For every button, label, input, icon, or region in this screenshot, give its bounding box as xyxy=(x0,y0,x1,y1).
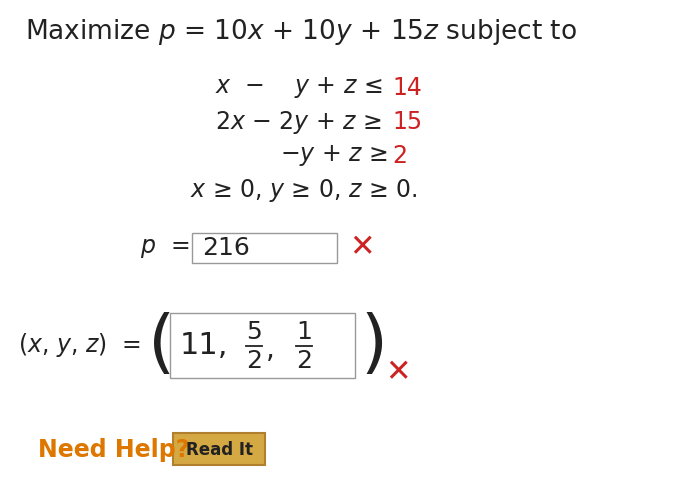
Text: 15: 15 xyxy=(392,110,422,134)
Text: (: ( xyxy=(148,312,175,379)
Text: $x$  −    $y$ + $z$ ≤: $x$ − $y$ + $z$ ≤ xyxy=(215,75,382,100)
Text: 2: 2 xyxy=(246,349,262,373)
Text: Read It: Read It xyxy=(186,441,252,459)
Text: ✕: ✕ xyxy=(349,233,375,263)
Text: 14: 14 xyxy=(392,76,422,100)
Text: −$y$ + $z$ ≥: −$y$ + $z$ ≥ xyxy=(280,144,388,168)
Text: 11,: 11, xyxy=(180,331,228,360)
Text: 2: 2 xyxy=(296,349,312,373)
Text: $x$ ≥ 0, $y$ ≥ 0, $z$ ≥ 0.: $x$ ≥ 0, $y$ ≥ 0, $z$ ≥ 0. xyxy=(190,177,418,204)
FancyBboxPatch shape xyxy=(173,433,265,465)
Text: 2: 2 xyxy=(392,144,407,168)
Text: 216: 216 xyxy=(202,236,250,260)
Text: ): ) xyxy=(360,312,387,379)
Text: $2x$ − $2y$ + $z$ ≥: $2x$ − $2y$ + $z$ ≥ xyxy=(215,108,382,135)
Text: ✕: ✕ xyxy=(385,359,411,387)
Text: 5: 5 xyxy=(246,320,262,344)
Text: ,: , xyxy=(266,336,275,364)
FancyBboxPatch shape xyxy=(170,313,355,378)
FancyBboxPatch shape xyxy=(192,233,337,263)
Text: 1: 1 xyxy=(296,320,312,344)
Text: Need Help?: Need Help? xyxy=(38,438,189,462)
Text: ($x$, $y$, $z$)  =: ($x$, $y$, $z$) = xyxy=(18,331,141,359)
Text: Maximize $p$ = 10$x$ + 10$y$ + 15$z$ subject to: Maximize $p$ = 10$x$ + 10$y$ + 15$z$ sub… xyxy=(25,17,577,47)
Text: $p$  =: $p$ = xyxy=(140,236,189,260)
